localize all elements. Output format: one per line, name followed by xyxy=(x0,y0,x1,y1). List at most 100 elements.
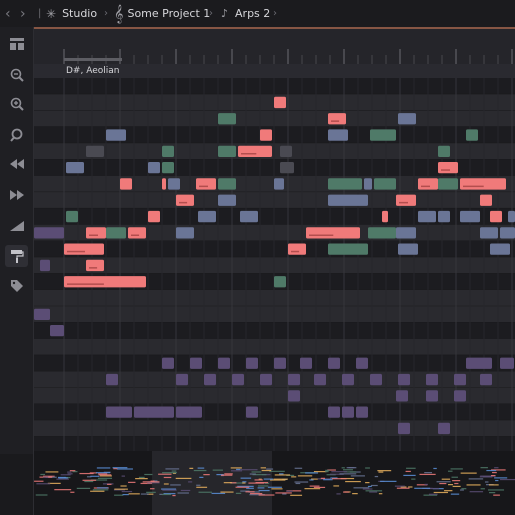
midi-note[interactable] xyxy=(480,194,492,206)
timeline-ruler[interactable] xyxy=(34,27,515,64)
midi-note[interactable] xyxy=(176,406,202,418)
midi-note[interactable] xyxy=(328,113,346,125)
midi-note[interactable] xyxy=(454,373,466,386)
midi-note[interactable] xyxy=(466,129,478,141)
forward-button[interactable]: › xyxy=(20,0,26,27)
midi-note[interactable] xyxy=(438,178,458,190)
midi-note[interactable] xyxy=(196,178,216,190)
midi-note[interactable] xyxy=(162,178,166,190)
arrangement-overview[interactable] xyxy=(34,451,515,515)
midi-note[interactable] xyxy=(480,373,492,386)
midi-note[interactable] xyxy=(198,210,216,223)
midi-note[interactable] xyxy=(162,145,174,157)
midi-note[interactable] xyxy=(148,210,160,223)
midi-note[interactable] xyxy=(120,178,132,190)
midi-note[interactable] xyxy=(356,406,368,418)
midi-note[interactable] xyxy=(204,373,216,386)
midi-note[interactable] xyxy=(396,227,416,239)
midi-note[interactable] xyxy=(328,194,368,206)
midi-note[interactable] xyxy=(134,406,174,418)
midi-note[interactable] xyxy=(106,373,118,386)
midi-note[interactable] xyxy=(460,178,506,190)
midi-note[interactable] xyxy=(218,357,230,369)
midi-note[interactable] xyxy=(176,373,188,386)
midi-note[interactable] xyxy=(240,210,258,223)
midi-note[interactable] xyxy=(426,373,438,386)
midi-note[interactable] xyxy=(500,357,514,369)
midi-note[interactable] xyxy=(66,162,84,174)
midi-note[interactable] xyxy=(86,259,104,272)
midi-note[interactable] xyxy=(218,178,236,190)
midi-note[interactable] xyxy=(342,373,354,386)
midi-note[interactable] xyxy=(466,357,492,369)
midi-note[interactable] xyxy=(460,210,480,223)
midi-note[interactable] xyxy=(232,373,244,386)
midi-note[interactable] xyxy=(374,178,396,190)
midi-note[interactable] xyxy=(86,145,104,157)
midi-note[interactable] xyxy=(274,276,286,288)
midi-note[interactable] xyxy=(454,390,466,402)
zoom-in-button[interactable] xyxy=(5,93,28,115)
midi-note[interactable] xyxy=(328,178,362,190)
midi-note[interactable] xyxy=(418,178,438,190)
midi-note[interactable] xyxy=(288,390,300,402)
layout-button[interactable] xyxy=(5,33,28,55)
midi-note[interactable] xyxy=(66,210,78,223)
midi-note[interactable] xyxy=(34,308,50,320)
midi-note[interactable] xyxy=(328,406,340,418)
midi-note[interactable] xyxy=(398,243,418,255)
midi-note[interactable] xyxy=(218,145,236,157)
midi-note[interactable] xyxy=(426,390,438,402)
midi-note[interactable] xyxy=(288,243,306,255)
breadcrumb-studio[interactable]: ✳ Studio xyxy=(46,0,97,27)
midi-note[interactable] xyxy=(280,162,294,174)
midi-note[interactable] xyxy=(128,227,146,239)
midi-note[interactable] xyxy=(86,227,106,239)
midi-note[interactable] xyxy=(274,96,286,109)
midi-note[interactable] xyxy=(64,243,104,255)
midi-note[interactable] xyxy=(438,145,450,157)
midi-note[interactable] xyxy=(168,178,180,190)
midi-note[interactable] xyxy=(300,357,312,369)
midi-note[interactable] xyxy=(306,227,360,239)
midi-note[interactable] xyxy=(106,227,126,239)
back-button[interactable]: ‹ xyxy=(5,0,11,27)
midi-note[interactable] xyxy=(382,210,388,223)
midi-note[interactable] xyxy=(260,129,272,141)
piano-roll-grid[interactable] xyxy=(34,78,515,451)
midi-note[interactable] xyxy=(398,373,410,386)
breadcrumb-project[interactable]: 𝄞 Some Project 1 xyxy=(114,0,210,27)
midi-note[interactable] xyxy=(438,422,450,435)
midi-note[interactable] xyxy=(490,243,510,255)
midi-note[interactable] xyxy=(34,227,64,239)
midi-note[interactable] xyxy=(438,162,458,174)
midi-note[interactable] xyxy=(398,113,416,125)
midi-note[interactable] xyxy=(176,194,194,206)
midi-note[interactable] xyxy=(190,357,202,369)
rewind-button[interactable] xyxy=(5,153,28,175)
midi-note[interactable] xyxy=(40,259,50,272)
midi-note[interactable] xyxy=(328,243,368,255)
midi-note[interactable] xyxy=(260,373,272,386)
midi-note[interactable] xyxy=(500,227,515,239)
midi-note[interactable] xyxy=(246,406,258,418)
midi-note[interactable] xyxy=(64,276,146,288)
midi-note[interactable] xyxy=(328,129,348,141)
midi-note[interactable] xyxy=(162,357,174,369)
midi-note[interactable] xyxy=(438,210,450,223)
midi-note[interactable] xyxy=(50,325,64,337)
midi-note[interactable] xyxy=(396,390,408,402)
midi-note[interactable] xyxy=(396,194,416,206)
midi-note[interactable] xyxy=(176,227,194,239)
midi-note[interactable] xyxy=(364,178,372,190)
midi-note[interactable] xyxy=(280,145,292,157)
midi-note[interactable] xyxy=(490,210,502,223)
midi-note[interactable] xyxy=(508,210,515,223)
breadcrumb-track[interactable]: ♪ Arps 2 xyxy=(221,0,270,27)
midi-note[interactable] xyxy=(274,178,284,190)
fast-forward-button[interactable] xyxy=(5,184,28,206)
midi-note[interactable] xyxy=(288,373,300,386)
midi-note[interactable] xyxy=(328,357,340,369)
zoom-out-button[interactable] xyxy=(5,64,28,86)
midi-note[interactable] xyxy=(342,406,354,418)
